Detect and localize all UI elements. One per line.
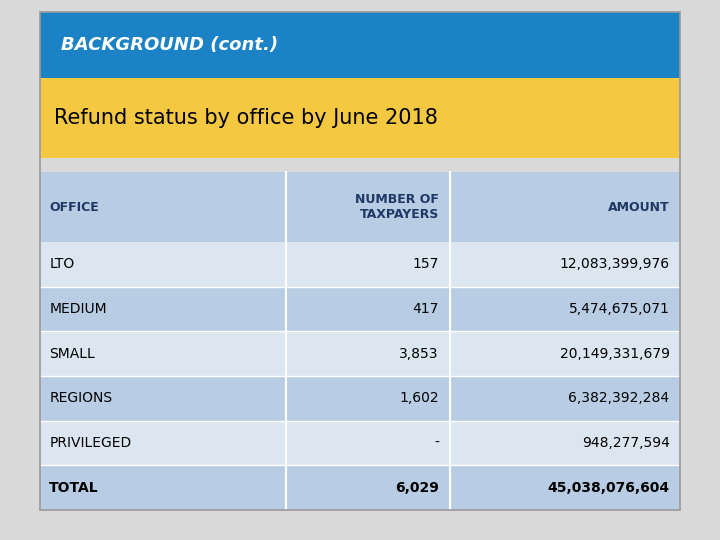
Text: REGIONS: REGIONS (49, 392, 112, 406)
Text: PRIVILEGED: PRIVILEGED (49, 436, 132, 450)
Text: BACKGROUND (cont.): BACKGROUND (cont.) (61, 36, 279, 54)
Text: 6,382,392,284: 6,382,392,284 (569, 392, 670, 406)
Bar (40, 287, 680, 332)
Bar (40, 172, 680, 242)
Bar (40, 12, 680, 510)
Text: Refund status by office by June 2018: Refund status by office by June 2018 (54, 108, 438, 128)
Text: SMALL: SMALL (49, 347, 95, 361)
Text: -: - (434, 436, 439, 450)
Bar (40, 465, 680, 510)
Bar (40, 376, 680, 421)
Text: 417: 417 (413, 302, 439, 316)
Text: 3,853: 3,853 (400, 347, 439, 361)
Bar (40, 172, 680, 510)
Text: OFFICE: OFFICE (49, 200, 99, 213)
Bar (40, 12, 680, 78)
Text: TOTAL: TOTAL (49, 481, 99, 495)
Text: 12,083,399,976: 12,083,399,976 (559, 258, 670, 271)
Text: 1,602: 1,602 (400, 392, 439, 406)
Bar (40, 421, 680, 465)
Text: MEDIUM: MEDIUM (49, 302, 107, 316)
Text: LTO: LTO (49, 258, 74, 271)
Bar (40, 332, 680, 376)
Text: AMOUNT: AMOUNT (608, 200, 670, 213)
Bar (40, 242, 680, 287)
Text: NUMBER OF
TAXPAYERS: NUMBER OF TAXPAYERS (355, 193, 439, 221)
Bar (40, 78, 680, 158)
Text: 6,029: 6,029 (395, 481, 439, 495)
Text: 157: 157 (413, 258, 439, 271)
Text: 45,038,076,604: 45,038,076,604 (547, 481, 670, 495)
Text: 5,474,675,071: 5,474,675,071 (569, 302, 670, 316)
Text: 20,149,331,679: 20,149,331,679 (559, 347, 670, 361)
Text: 948,277,594: 948,277,594 (582, 436, 670, 450)
